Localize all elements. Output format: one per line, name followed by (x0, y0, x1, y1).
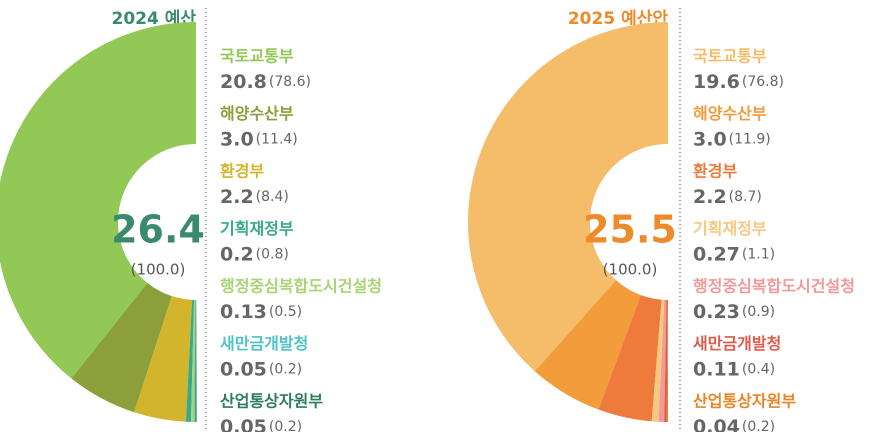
legend-value: 0.11 (0.4) (693, 358, 775, 380)
legend-label: 해양수산부 (220, 104, 294, 123)
donut-segment (0, 22, 196, 379)
legend-value: 0.13 (0.5) (220, 301, 302, 323)
legend-label: 국토교통부 (220, 47, 294, 66)
legend-label: 산업통상자원부 (693, 392, 796, 411)
share-label: (1.1) (742, 247, 775, 263)
legend-value: 0.04 (0.2) (693, 416, 775, 432)
value-label: 0.27 (693, 243, 740, 265)
donut-segment (467, 22, 668, 372)
legend-value: 0.23 (0.9) (693, 301, 775, 323)
donut-segment (666, 299, 668, 422)
value-label: 3.0 (693, 128, 727, 150)
total-share: (100.0) (603, 261, 658, 279)
value-label: 3.0 (220, 128, 254, 150)
value-label: 0.2 (220, 243, 254, 265)
value-label: 0.13 (220, 301, 267, 323)
legend-value: 0.05 (0.2) (220, 358, 302, 380)
share-label: (76.8) (742, 74, 784, 90)
legend-value: 19.6 (76.8) (693, 71, 784, 93)
share-label: (0.8) (256, 247, 289, 263)
share-label: (8.4) (256, 189, 289, 205)
value-label: 19.6 (693, 71, 740, 93)
value-label: 0.05 (220, 358, 267, 380)
value-label: 0.11 (693, 358, 740, 380)
donut-segment (598, 295, 662, 422)
share-label: (78.6) (269, 74, 311, 90)
legend-label: 기획재정부 (693, 219, 767, 238)
value-label: 0.04 (693, 416, 740, 432)
legend-label: 환경부 (220, 162, 264, 181)
donut-segment (134, 296, 193, 422)
share-label: (11.4) (256, 132, 298, 148)
value-label: 0.05 (220, 416, 267, 432)
share-label: (0.2) (269, 362, 302, 378)
legend-label: 환경부 (693, 162, 737, 181)
legend-value: 2.2 (8.4) (220, 186, 289, 208)
legend-value: 3.0 (11.9) (693, 128, 771, 150)
share-label: (0.2) (742, 419, 775, 432)
legend-label: 새만금개발청 (693, 334, 781, 353)
legend-value: 2.2 (8.7) (693, 186, 762, 208)
share-label: (11.9) (729, 132, 771, 148)
legend-value: 0.05 (0.2) (220, 416, 302, 432)
share-label: (0.2) (269, 419, 302, 432)
share-label: (0.4) (742, 362, 775, 378)
donut-segment (658, 299, 667, 422)
donut-segment (195, 299, 197, 423)
legend-label: 행정중심복합도시건설청 (220, 277, 382, 296)
legend-label: 행정중심복합도시건설청 (693, 277, 855, 296)
legend-label: 기획재정부 (220, 219, 294, 238)
legend-label: 산업통상자원부 (220, 392, 323, 411)
legend-value: 0.2 (0.8) (220, 243, 289, 265)
share-label: (8.7) (729, 189, 762, 205)
value-label: 0.23 (693, 301, 740, 323)
donut-segment (190, 299, 196, 422)
share-label: (0.5) (269, 304, 302, 320)
legend-label: 새만금개발청 (220, 334, 308, 353)
donut-segment (664, 299, 668, 422)
value-label: 2.2 (220, 186, 254, 208)
share-label: (0.9) (742, 304, 775, 320)
donut-segment (71, 283, 172, 413)
donut-segment (651, 299, 665, 422)
total-value: 26.4 (111, 208, 205, 252)
total-share: (100.0) (131, 261, 186, 279)
legend-value: 20.8 (78.6) (220, 71, 311, 93)
legend-label: 국토교통부 (693, 47, 767, 66)
donut-segment (185, 299, 195, 422)
legend-label: 해양수산부 (693, 104, 767, 123)
legend-value: 0.27 (1.1) (693, 243, 775, 265)
donut-segment (534, 280, 641, 410)
total-value: 25.5 (583, 208, 677, 252)
value-label: 20.8 (220, 71, 267, 93)
donut-segment (194, 299, 196, 422)
legend-value: 3.0 (11.4) (220, 128, 298, 150)
value-label: 2.2 (693, 186, 727, 208)
